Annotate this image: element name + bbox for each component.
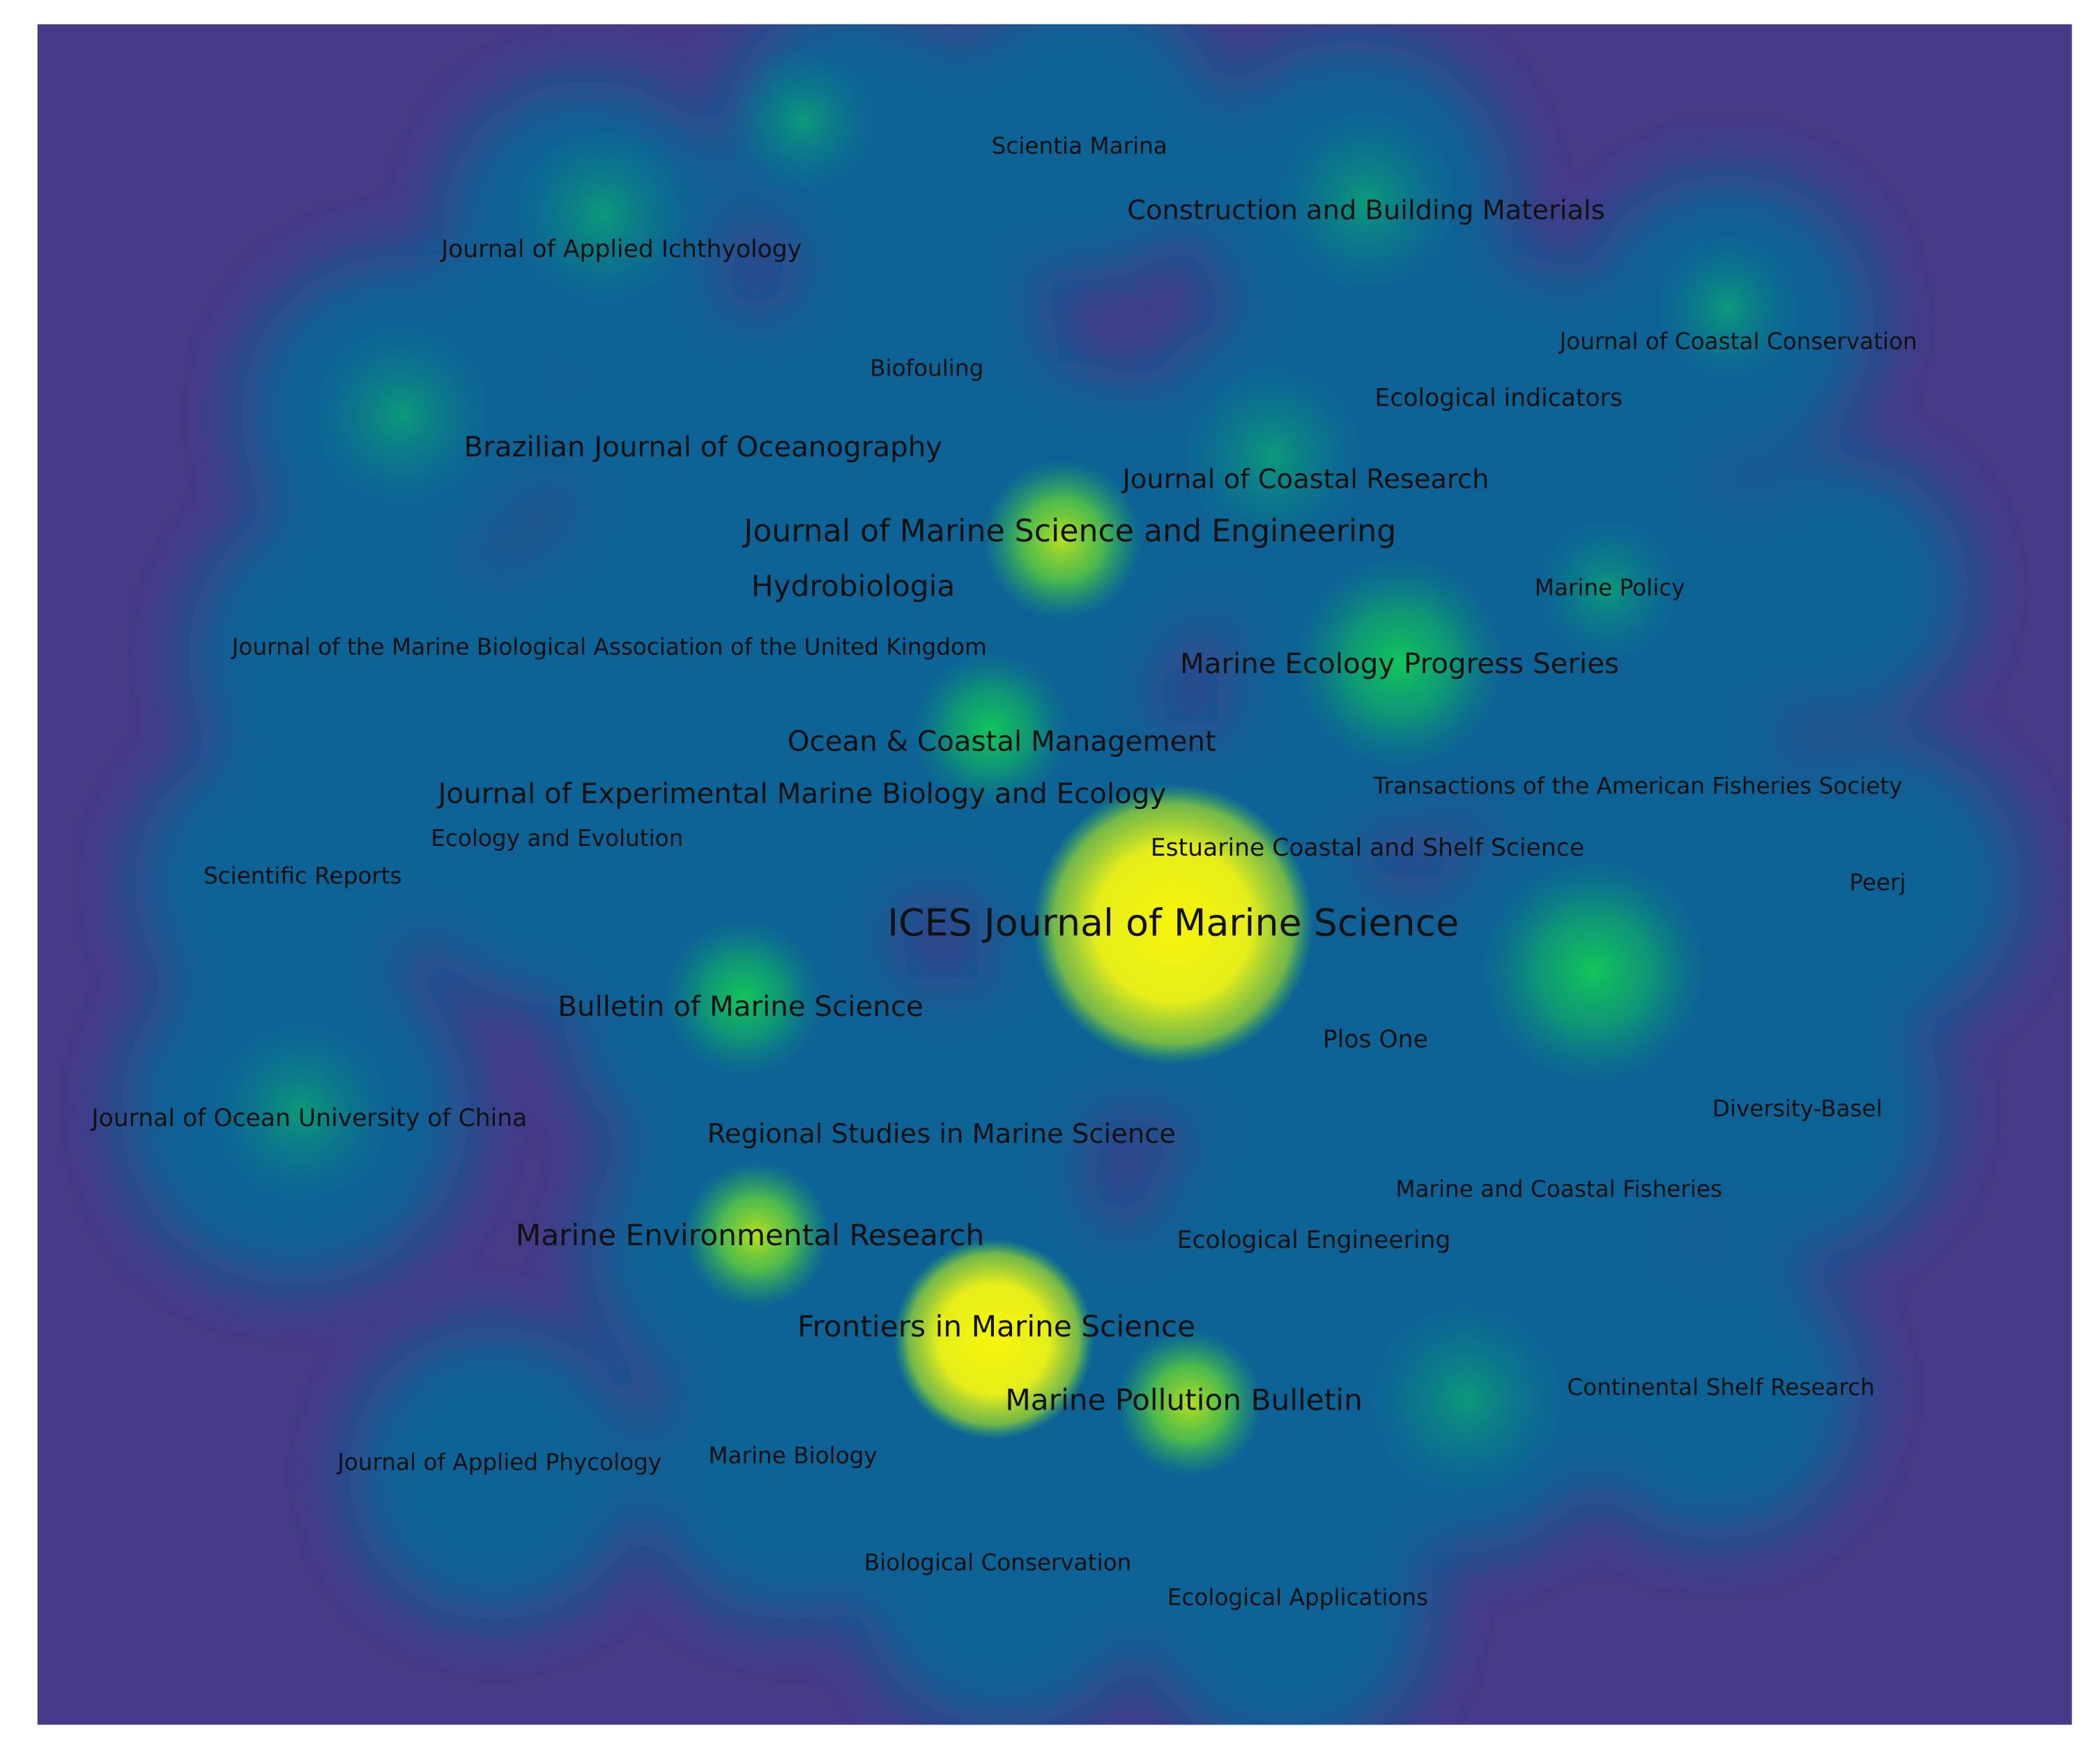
journal-label: Frontiers in Marine Science	[797, 1309, 1195, 1343]
density-peak	[1480, 857, 1708, 1085]
journal-label: Marine Biology	[708, 1442, 877, 1469]
journal-label: Marine Pollution Bulletin	[1005, 1383, 1363, 1417]
halo-circle	[348, 1325, 643, 1621]
density-peak	[981, 459, 1143, 620]
journal-label: Estuarine Coastal and Shelf Science	[1151, 834, 1584, 862]
density-peak	[1292, 555, 1507, 771]
density-peak	[307, 321, 496, 509]
density-peak	[682, 1161, 831, 1309]
density-peak	[730, 47, 877, 194]
journal-label: Biological Conservation	[864, 1550, 1132, 1576]
journal-label: Marine Policy	[1535, 575, 1685, 601]
density-peak	[207, 1017, 395, 1205]
journal-label: Hydrobiologia	[751, 569, 955, 603]
halo-circle	[857, 1433, 1152, 1725]
journal-label: Marine Environmental Research	[516, 1218, 985, 1252]
density-peak	[1115, 1330, 1264, 1477]
halo-circle	[1727, 737, 2023, 1031]
journal-label: Ocean & Coastal Management	[788, 725, 1216, 758]
journal-label: Journal of Experimental Marine Biology a…	[436, 778, 1167, 810]
journal-label: Diversity-Basel	[1712, 1095, 1883, 1122]
density-peak	[663, 917, 824, 1079]
density-peak	[910, 649, 1072, 810]
journal-label: ICES Journal of Marine Science	[887, 901, 1459, 945]
density-peak	[1533, 516, 1681, 663]
density-peak	[1654, 234, 1802, 382]
labels: Scientia Marina Construction and Building…	[90, 133, 1917, 1611]
journal-label: Peerj	[1849, 869, 1906, 895]
journal-label: Ecological indicators	[1375, 384, 1623, 412]
journal-label: Journal of Coastal Research	[1121, 464, 1489, 495]
journal-label: Transactions of the American Fisheries S…	[1373, 773, 1903, 799]
journal-label: Ecological Applications	[1167, 1585, 1428, 1611]
journal-label: Scientia Marina	[992, 133, 1167, 160]
journal-label: Journal of Coastal Conservation	[1558, 328, 1917, 355]
journal-label: Marine Ecology Progress Series	[1180, 647, 1619, 680]
journal-label: Construction and Building Materials	[1127, 194, 1605, 226]
journal-label: Scientific Reports	[204, 863, 402, 889]
journal-label: Ecological Engineering	[1177, 1226, 1451, 1254]
journal-label: Regional Studies in Marine Science	[707, 1118, 1176, 1150]
density-peak	[1272, 107, 1460, 295]
halo-circle	[187, 495, 509, 817]
density-peak	[509, 121, 697, 309]
journal-label: Biofouling	[870, 355, 983, 382]
halo-circle	[1138, 1459, 1434, 1725]
journal-label: Marine and Coastal Fisheries	[1395, 1176, 1722, 1202]
journal-label: Brazilian Journal of Oceanography	[463, 431, 942, 463]
density-peaks	[207, 47, 1802, 1500]
density-peak	[1032, 783, 1315, 1065]
journal-label: Continental Shelf Research	[1568, 1374, 1875, 1401]
journal-label: Journal of Ocean University of China	[90, 1104, 527, 1132]
halo-circle	[1567, 1245, 1862, 1541]
density-peak	[893, 1238, 1094, 1440]
density-peak	[1178, 362, 1366, 550]
halo-circle	[1701, 455, 1969, 723]
journal-label: Journal of the Marine Biological Associa…	[231, 633, 987, 660]
journal-label: Journal of Applied Ichthyology	[440, 236, 802, 263]
halo-circle	[1647, 964, 1942, 1259]
journal-label: Journal of Marine Science and Engineerin…	[742, 514, 1396, 549]
journal-label: Ecology and Evolution	[431, 825, 683, 852]
journal-label: Bulletin of Marine Science	[558, 990, 923, 1023]
density-peak	[1365, 1299, 1568, 1500]
journal-label: Plos One	[1323, 1026, 1428, 1054]
halo-circle	[932, 24, 1227, 282]
journal-label: Journal of Applied Phycology	[336, 1449, 661, 1475]
